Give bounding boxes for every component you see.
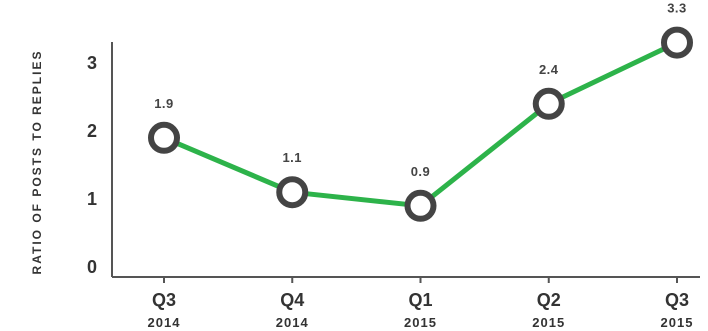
x-tick-label: Q1 — [408, 290, 432, 310]
data-point — [404, 189, 437, 222]
x-tick-sublabel: 2015 — [661, 315, 694, 330]
data-point — [532, 87, 565, 120]
x-tick-sublabel: 2015 — [404, 315, 437, 330]
x-tick-label: Q3 — [152, 290, 176, 310]
x-tick-sublabel: 2015 — [532, 315, 565, 330]
data-point — [148, 121, 180, 154]
y-axis-label: RATIO OF POSTS TO REPLIES — [30, 50, 44, 275]
data-label: 3.3 — [667, 1, 687, 16]
y-tick-label: 0 — [87, 257, 97, 277]
y-tick-labels: 0 1 2 3 — [87, 53, 97, 277]
y-tick-label: 1 — [87, 189, 97, 209]
data-point — [661, 26, 693, 59]
y-tick-label: 2 — [87, 121, 97, 141]
data-label: 1.9 — [154, 96, 174, 111]
data-label: 0.9 — [411, 164, 431, 179]
data-labels: 1.9 1.1 0.9 2.4 3.3 — [154, 1, 687, 179]
x-tick-label: Q2 — [537, 290, 561, 310]
x-tick-label: Q3 — [665, 290, 689, 310]
x-tick-labels: Q3 2014 Q4 2014 Q1 2015 Q2 2015 Q3 2015 — [148, 277, 694, 330]
data-label: 1.1 — [282, 150, 302, 165]
series — [148, 26, 693, 222]
axes — [111, 42, 700, 278]
data-point — [276, 176, 309, 209]
x-tick-sublabel: 2014 — [148, 315, 181, 330]
x-tick-label: Q4 — [280, 290, 304, 310]
y-tick-label: 3 — [87, 53, 97, 73]
x-tick-sublabel: 2014 — [276, 315, 309, 330]
series-line — [161, 40, 680, 209]
data-label: 2.4 — [539, 62, 559, 77]
